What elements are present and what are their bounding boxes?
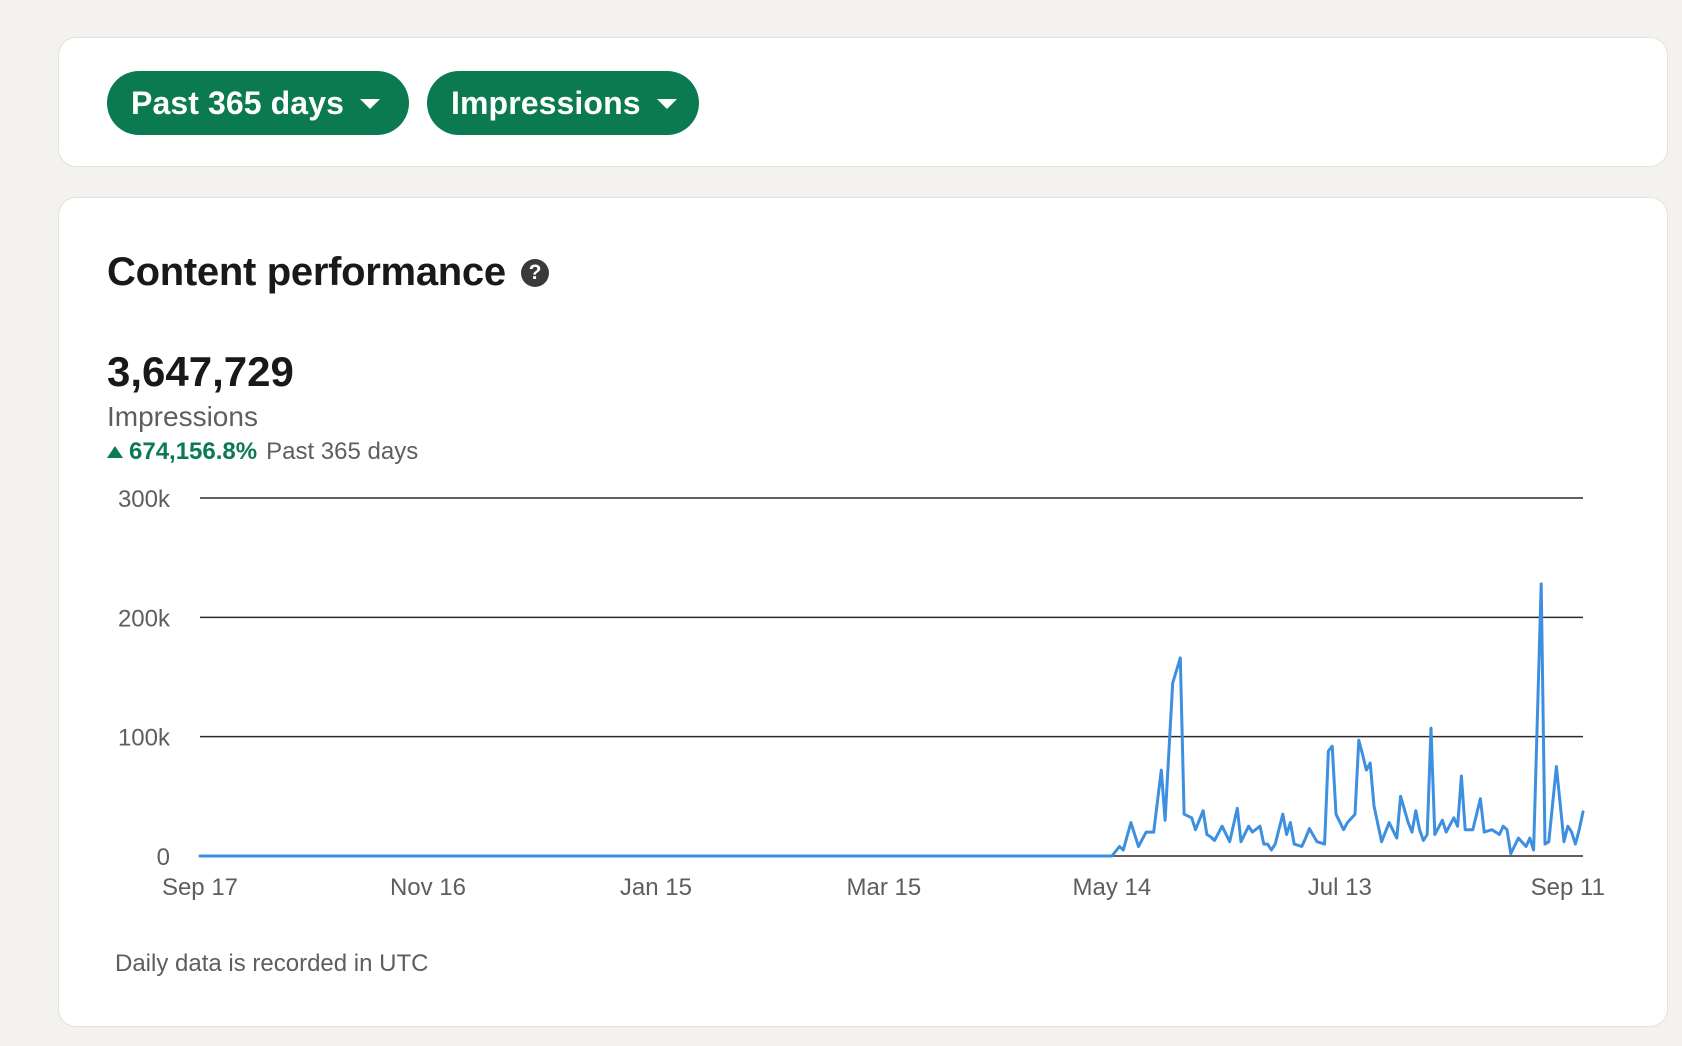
caret-down-icon bbox=[656, 99, 677, 109]
impressions-chart: 0 100k 200k 300k Sep 17 Nov 16 Jan 15 Mar 15 May… bbox=[118, 486, 1605, 901]
y-tick-label: 0 bbox=[157, 844, 170, 871]
content-performance-card: Content performance ? 3,647,729 Impressi… bbox=[58, 197, 1668, 1027]
y-tick-label: 300k bbox=[118, 486, 171, 513]
date-range-dropdown[interactable]: Past 365 days bbox=[107, 71, 409, 135]
metric-dropdown[interactable]: Impressions bbox=[427, 71, 699, 135]
y-tick-label: 200k bbox=[118, 605, 171, 632]
change-value: 674,156.8% bbox=[129, 438, 258, 465]
x-tick-label: Sep 17 bbox=[162, 874, 238, 901]
x-tick-label: Sep 11 bbox=[1531, 874, 1605, 901]
change-period: Past 365 days bbox=[266, 438, 419, 465]
x-tick-label: Jul 13 bbox=[1308, 874, 1372, 901]
change-indicator: 674,156.8% Past 365 days bbox=[107, 438, 418, 466]
x-tick-label: May 14 bbox=[1073, 874, 1152, 901]
filters-card: Past 365 days Impressions bbox=[58, 37, 1668, 167]
metric-label: Impressions bbox=[107, 401, 258, 432]
impressions-series-line bbox=[198, 582, 1585, 858]
arrow-up-icon bbox=[107, 446, 123, 458]
card-title: Content performance bbox=[107, 250, 506, 294]
y-tick-label: 100k bbox=[118, 725, 171, 752]
question-circle-icon[interactable]: ? bbox=[521, 259, 549, 287]
x-tick-label: Jan 15 bbox=[620, 874, 692, 901]
utc-footnote: Daily data is recorded in UTC bbox=[115, 950, 429, 977]
caret-down-icon bbox=[360, 99, 381, 109]
x-tick-label: Mar 15 bbox=[847, 874, 922, 901]
total-impressions: 3,647,729 bbox=[107, 348, 294, 395]
x-tick-label: Nov 16 bbox=[390, 874, 466, 901]
metric-dropdown-label: Impressions bbox=[451, 84, 641, 121]
date-range-label: Past 365 days bbox=[131, 84, 345, 121]
